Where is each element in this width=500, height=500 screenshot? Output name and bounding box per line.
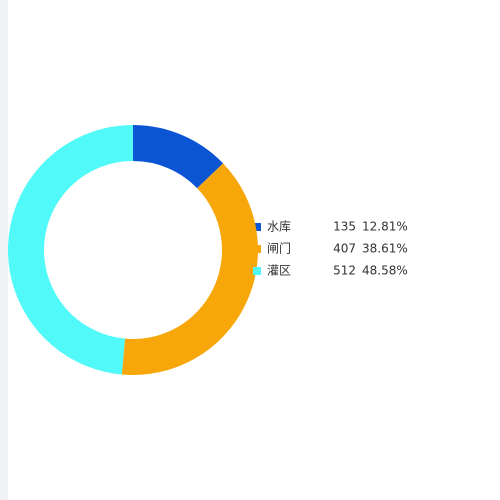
legend-percent: 38.61% <box>362 242 408 256</box>
legend-swatch <box>253 245 261 253</box>
legend-value: 135 <box>333 220 356 234</box>
legend-percent: 12.81% <box>362 220 408 234</box>
donut-slice <box>121 163 259 376</box>
legend-percent: 48.58% <box>362 264 408 278</box>
donut-slice <box>133 125 224 189</box>
side-strip <box>0 0 8 500</box>
legend-swatch <box>253 267 261 275</box>
legend-value: 512 <box>333 264 356 278</box>
legend-label: 灌区 <box>267 264 291 278</box>
legend-value: 407 <box>333 242 356 256</box>
donut-slice <box>7 125 134 375</box>
legend-swatch <box>253 223 261 231</box>
legend-label: 水库 <box>267 219 291 234</box>
legend-label: 闸门 <box>267 241 291 256</box>
